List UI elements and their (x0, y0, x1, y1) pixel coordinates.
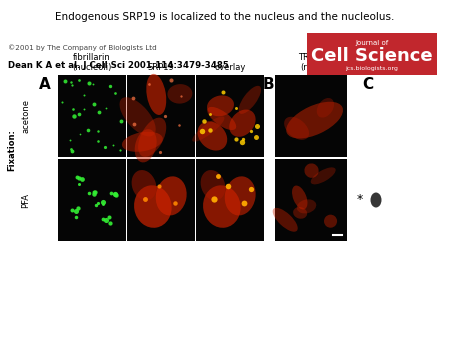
Ellipse shape (230, 110, 256, 137)
Ellipse shape (146, 74, 166, 115)
Ellipse shape (120, 97, 156, 137)
Text: PFA: PFA (22, 193, 31, 208)
Ellipse shape (201, 170, 225, 200)
Bar (58, 159, 126, 241)
Text: B: B (262, 77, 274, 92)
Ellipse shape (138, 118, 166, 157)
Ellipse shape (292, 186, 307, 210)
Ellipse shape (370, 193, 382, 208)
Ellipse shape (273, 208, 298, 232)
Ellipse shape (122, 132, 163, 152)
Ellipse shape (167, 84, 192, 104)
Ellipse shape (131, 170, 157, 200)
Text: Fixation:: Fixation: (8, 129, 17, 171)
Bar (196, 75, 264, 157)
Text: A: A (39, 77, 51, 92)
Ellipse shape (135, 129, 157, 163)
Ellipse shape (198, 121, 227, 150)
Ellipse shape (293, 207, 307, 219)
Text: Endogenous SRP19 is localized to the nucleus and the nucleolus.: Endogenous SRP19 is localized to the nuc… (55, 12, 395, 22)
Bar (307, 33, 437, 75)
Ellipse shape (304, 163, 319, 178)
Bar (127, 159, 195, 241)
Bar (196, 159, 264, 241)
Text: Cell Science: Cell Science (311, 47, 433, 65)
Ellipse shape (238, 86, 261, 114)
Bar (58, 75, 126, 157)
Text: SRP19: SRP19 (148, 63, 175, 72)
Ellipse shape (317, 98, 334, 118)
Text: C: C (362, 77, 373, 92)
Text: acetone: acetone (22, 99, 31, 133)
Ellipse shape (134, 185, 171, 228)
Text: Dean K A et al. J Cell Sci 2001;114:3479-3485: Dean K A et al. J Cell Sci 2001;114:3479… (8, 61, 229, 70)
Text: TRAPα
(rER): TRAPα (rER) (297, 53, 324, 72)
Ellipse shape (207, 95, 234, 116)
Bar (127, 75, 195, 157)
Text: ©2001 by The Company of Biologists Ltd: ©2001 by The Company of Biologists Ltd (8, 44, 157, 51)
Ellipse shape (203, 185, 241, 228)
Bar (275, 75, 347, 157)
Text: jcs.biologists.org: jcs.biologists.org (346, 66, 398, 71)
Ellipse shape (207, 107, 236, 130)
Ellipse shape (156, 176, 187, 215)
Ellipse shape (286, 102, 343, 139)
Ellipse shape (284, 117, 309, 140)
Text: overlay: overlay (214, 63, 246, 72)
Bar (275, 159, 347, 241)
Ellipse shape (225, 176, 256, 215)
Ellipse shape (297, 199, 316, 214)
Text: fibrillarin
(nucleoli): fibrillarin (nucleoli) (72, 53, 112, 72)
Ellipse shape (192, 116, 225, 142)
Text: Journal of: Journal of (356, 40, 389, 46)
Ellipse shape (310, 167, 336, 184)
Text: *: * (357, 193, 363, 207)
Ellipse shape (324, 215, 337, 228)
